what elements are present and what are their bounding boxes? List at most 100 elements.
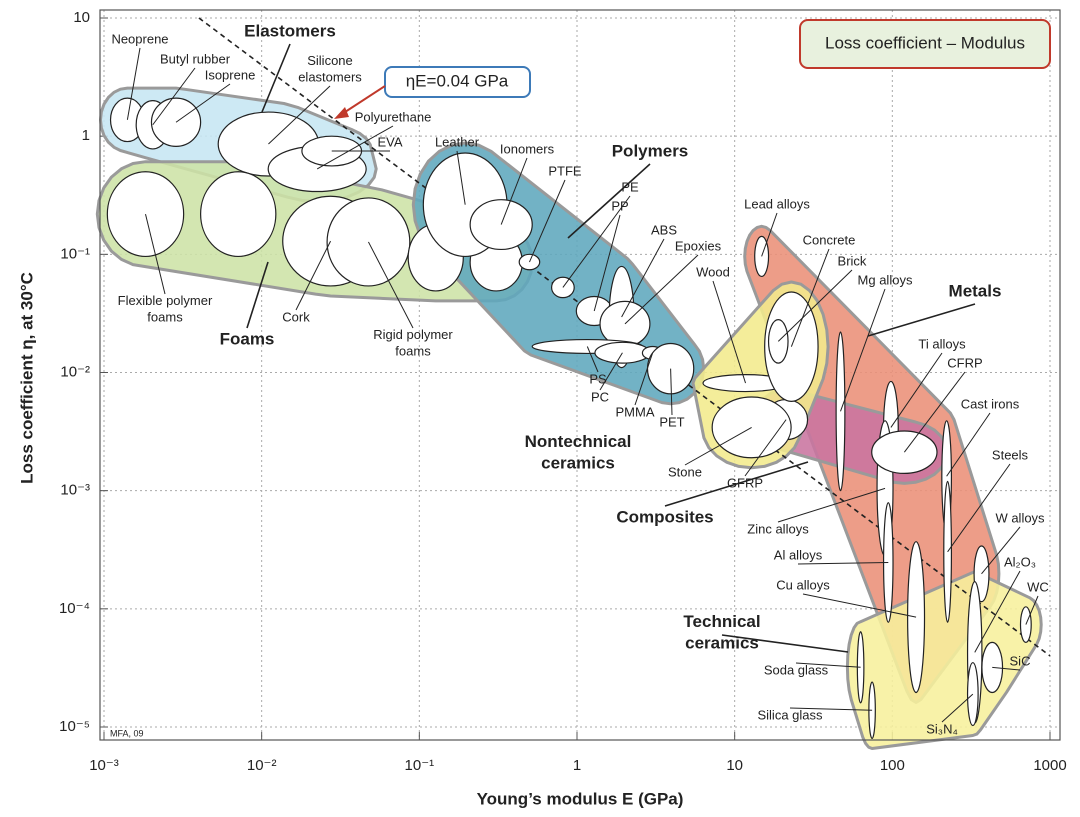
material-label: Neoprene (111, 31, 168, 46)
leader (1025, 595, 1039, 625)
leader (712, 280, 747, 384)
material-label: PP (611, 198, 628, 213)
material-label: PET (659, 414, 684, 429)
material-label: Rigid polymer foams (373, 327, 453, 358)
y-tick-label: 10 (73, 9, 90, 26)
material-label: Si₃N₄ (926, 721, 958, 736)
family-label: Elastomers (244, 21, 336, 40)
guideline-arrowhead (334, 107, 349, 119)
material-label: PS (589, 371, 607, 386)
material-label: EVA (377, 134, 402, 149)
material-label: GFRP (727, 475, 763, 490)
material-label: PE (621, 179, 639, 194)
leader (624, 254, 699, 325)
leader (528, 179, 566, 263)
material-label: Steels (992, 447, 1029, 462)
leader (599, 352, 623, 391)
material-label: Brick (838, 253, 867, 268)
material-label: Wood (696, 264, 730, 279)
y-tick-label: 10⁻⁵ (59, 718, 90, 735)
family-label: Composites (616, 507, 713, 526)
y-tick-label: 1 (82, 127, 90, 144)
leader (777, 487, 886, 523)
family-label: Technical ceramics (683, 612, 760, 652)
leader (621, 238, 665, 318)
plot-frame (99, 9, 1061, 741)
leader (500, 157, 528, 225)
material-label: WC (1027, 579, 1049, 594)
y-axis-title: Loss coefficient η, at 30°C (17, 272, 36, 484)
leader (268, 85, 331, 145)
leader (946, 412, 991, 477)
leader (981, 526, 1021, 575)
leader (802, 593, 917, 618)
material-label: ABS (651, 222, 677, 237)
x-tick-label: 10⁻² (247, 757, 277, 774)
material-label: Zinc alloys (747, 521, 809, 536)
leader (890, 352, 943, 428)
leader (567, 163, 651, 239)
title-box (799, 19, 1051, 69)
labels: Elastomers Foams Polymers Metals Composites N… (111, 21, 1048, 736)
leader (456, 150, 466, 205)
y-tick-label: 10⁻² (60, 363, 90, 380)
leader (744, 419, 787, 477)
material-label: PC (591, 389, 609, 404)
material-label: Leather (435, 134, 480, 149)
material-label: SiC (1010, 653, 1031, 668)
material-label: Al alloys (774, 547, 823, 562)
leader (941, 693, 974, 723)
material-label: Ionomers (500, 141, 555, 156)
leader (947, 463, 1011, 553)
chart-title: Loss coefficient – Modulus (825, 33, 1025, 52)
leader (721, 634, 849, 653)
leader (586, 346, 599, 373)
leader (789, 707, 873, 711)
material-range (200, 171, 277, 258)
material-label: Ti alloys (918, 336, 966, 351)
credit: MFA, 09 (110, 728, 144, 738)
leader (684, 426, 752, 466)
x-tick-label: 1 (573, 757, 581, 774)
material-label: Stone (668, 464, 702, 479)
x-tick-label: 100 (880, 757, 905, 774)
leader (152, 67, 196, 126)
family-label: Metals (949, 281, 1002, 300)
material-label: Cast irons (961, 396, 1020, 411)
material-label: Isoprene (205, 67, 256, 82)
material-label: Silica glass (757, 707, 823, 722)
x-tick-label: 1000 (1033, 757, 1066, 774)
material-label: PMMA (616, 404, 655, 419)
material-label: Butyl rubber (160, 51, 231, 66)
material-label: Silicone elastomers (298, 53, 362, 84)
material-label: Cork (282, 309, 310, 324)
leader (261, 43, 291, 113)
leader (175, 83, 231, 123)
guideline-arrow (341, 85, 386, 115)
leader (670, 368, 673, 416)
leader (867, 303, 976, 337)
y-tick-label: 10⁻¹ (60, 245, 90, 262)
x-tick-label: 10⁻¹ (405, 757, 435, 774)
leader (761, 212, 778, 257)
material-range (326, 197, 411, 287)
leader (246, 261, 269, 329)
material-label: Mg alloys (858, 272, 913, 287)
material-label: CFRP (947, 355, 982, 370)
family-label: Nontechnical ceramics (525, 432, 632, 472)
family-envelope (845, 570, 1043, 750)
material-label: Lead alloys (744, 196, 810, 211)
leader (634, 352, 654, 406)
material-label: PTFE (548, 163, 582, 178)
x-axis-title: Young’s modulus E (GPa) (477, 789, 684, 808)
y-tick-label: 10⁻⁴ (59, 600, 90, 617)
leader (797, 562, 889, 565)
leader (795, 662, 861, 668)
material-label: Al₂O₃ (1004, 554, 1036, 569)
material-label: Flexible polymer foams (118, 293, 213, 324)
material-label: Soda glass (764, 662, 829, 677)
family-label: Foams (220, 329, 275, 348)
x-tick-label: 10⁻³ (89, 757, 119, 774)
leader (295, 240, 332, 311)
guideline-box (384, 66, 531, 98)
